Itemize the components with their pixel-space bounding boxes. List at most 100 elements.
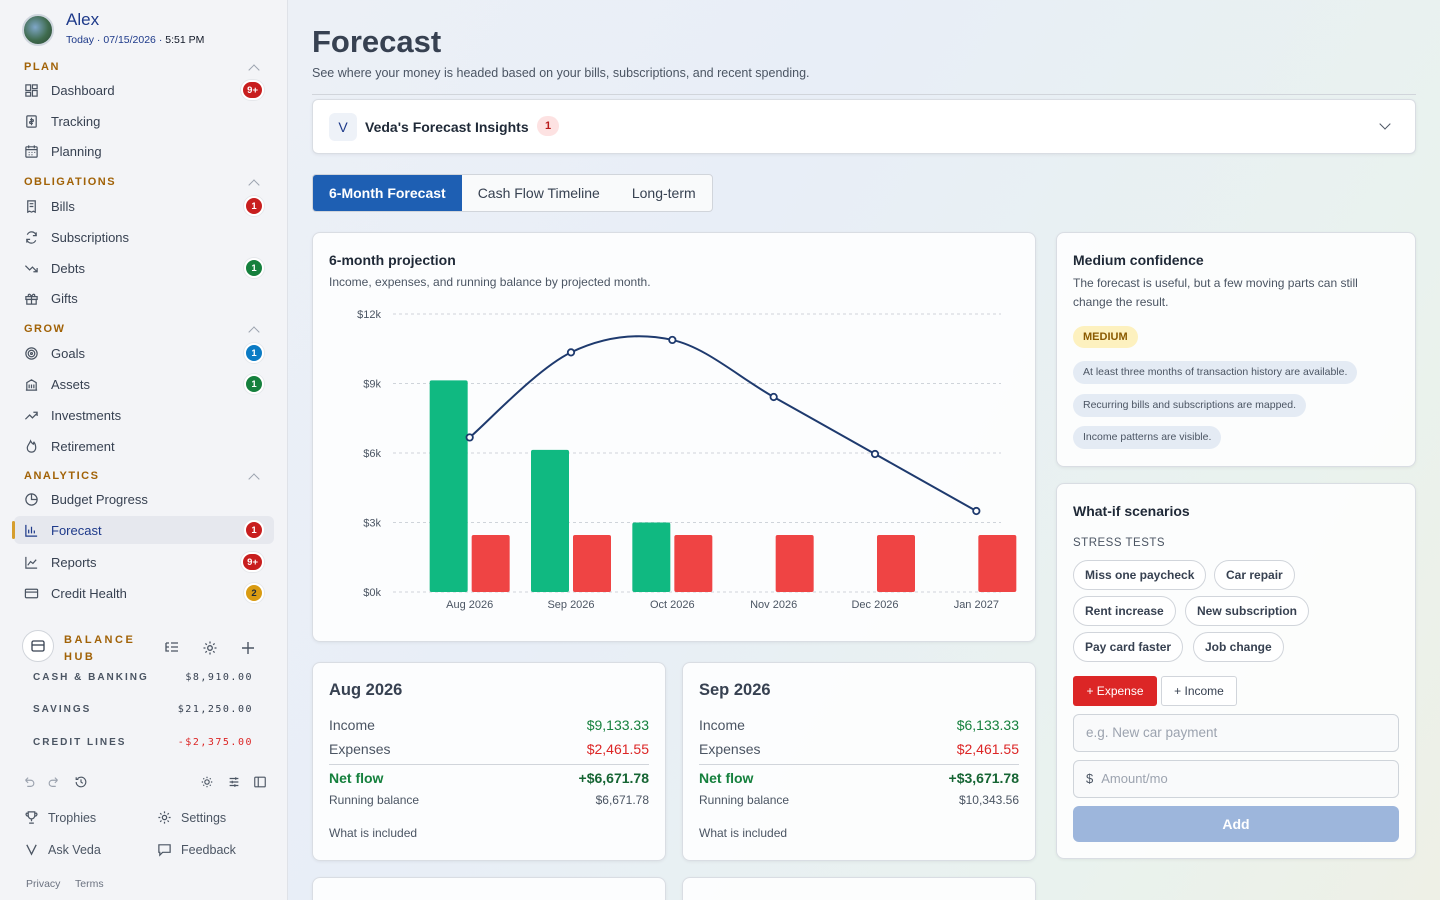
chip-rent-increase[interactable]: Rent increase xyxy=(1073,596,1176,626)
sidebar-item-gifts[interactable]: Gifts xyxy=(14,284,274,312)
page-subtitle: See where your money is headed based on … xyxy=(312,66,810,80)
x-tick-label: Jan 2027 xyxy=(954,599,999,611)
bill-icon xyxy=(24,199,39,214)
collapse-plan-icon[interactable] xyxy=(248,64,260,76)
sidebar-toggle-icon[interactable] xyxy=(253,775,267,789)
sidebar-item-goals[interactable]: Goals 1 xyxy=(14,339,274,367)
tab-long-term[interactable]: Long-term xyxy=(631,185,696,201)
sun-icon[interactable] xyxy=(200,775,214,789)
privacy-link[interactable]: Privacy xyxy=(26,878,61,890)
ask-veda-link[interactable]: Ask Veda xyxy=(24,842,101,857)
notification-badge: 9+ xyxy=(241,80,264,100)
list-tree-icon[interactable] xyxy=(164,640,180,656)
balance-row-savings[interactable]: SAVINGS $21,250.00 xyxy=(33,704,253,715)
terms-link[interactable]: Terms xyxy=(75,878,104,890)
chip-miss-one-paycheck[interactable]: Miss one paycheck xyxy=(1073,560,1207,590)
month-card-partial[interactable] xyxy=(312,877,666,900)
add-income-toggle[interactable]: + Income xyxy=(1161,676,1237,706)
undo-icon[interactable] xyxy=(22,775,36,789)
sidebar-label: Forecast xyxy=(51,522,102,538)
sidebar-label: Tracking xyxy=(51,113,101,129)
insights-panel[interactable]: V Veda's Forecast Insights 1 xyxy=(312,99,1416,154)
balance-row-credit[interactable]: CREDIT LINES -$2,375.00 xyxy=(33,737,253,748)
what-is-included-link[interactable]: What is included xyxy=(699,826,788,840)
month-card-aug-2026[interactable]: Aug 2026 Income $9,133.33 Expenses $2,461.… xyxy=(312,662,666,861)
sidebar-label: Reports xyxy=(51,554,97,570)
collapse-analytics-icon[interactable] xyxy=(248,473,260,485)
refresh-icon xyxy=(24,230,39,245)
income-bar xyxy=(429,380,468,592)
sidebar-label: Dashboard xyxy=(51,82,115,98)
net-flow-row: Net flow +$6,671.78 xyxy=(329,770,649,786)
balance-label: SAVINGS xyxy=(33,704,92,715)
notification-badge: 2 xyxy=(244,583,264,603)
settings-link[interactable]: Settings xyxy=(157,810,226,825)
month-title: Aug 2026 xyxy=(329,681,403,699)
sliders-icon[interactable] xyxy=(227,775,241,789)
profile[interactable]: Alex Today · 07/15/2026 · 5:51 PM xyxy=(22,10,204,46)
line-chart-icon xyxy=(24,555,39,570)
dashboard-icon xyxy=(24,83,39,98)
collapse-grow-icon[interactable] xyxy=(248,326,260,338)
tab-6-month-forecast[interactable]: 6-Month Forecast xyxy=(313,175,462,211)
expense-bar xyxy=(674,534,713,592)
sidebar-item-retirement[interactable]: Retirement xyxy=(14,432,274,460)
running-balance-row: Running balance $6,671.78 xyxy=(329,793,649,807)
what-if-title: What-if scenarios xyxy=(1073,503,1190,519)
balance-label: CREDIT LINES xyxy=(33,737,127,748)
chip-pay-card-faster[interactable]: Pay card faster xyxy=(1073,632,1184,662)
chip-new-subscription[interactable]: New subscription xyxy=(1185,596,1310,626)
chevron-down-icon[interactable] xyxy=(1379,118,1391,130)
sidebar-item-planning[interactable]: Planning xyxy=(14,137,274,165)
month-divider xyxy=(699,764,1019,765)
month-card-sep-2026[interactable]: Sep 2026 Income $6,133.33 Expenses $2,461.… xyxy=(682,662,1036,861)
chip-car-repair[interactable]: Car repair xyxy=(1214,560,1295,590)
history-icon[interactable] xyxy=(74,775,88,789)
what-is-included-link[interactable]: What is included xyxy=(329,826,418,840)
sidebar-item-debts[interactable]: Debts 1 xyxy=(14,254,274,282)
sidebar-item-budget-progress[interactable]: Budget Progress xyxy=(14,485,274,513)
wallet-icon[interactable] xyxy=(22,630,54,662)
sidebar-item-credit-health[interactable]: Credit Health 2 xyxy=(14,579,274,607)
y-tick-label: $6k xyxy=(363,448,381,460)
section-plan: PLAN xyxy=(24,61,60,73)
plus-icon[interactable] xyxy=(240,640,256,656)
profile-name: Alex xyxy=(66,10,100,29)
add-expense-toggle[interactable]: + Expense xyxy=(1073,676,1157,706)
trophies-link[interactable]: Trophies xyxy=(24,810,96,825)
sidebar-item-reports[interactable]: Reports 9+ xyxy=(14,548,274,576)
collapse-obligations-icon[interactable] xyxy=(248,179,260,191)
calendar-icon xyxy=(24,144,39,159)
trophies-label: Trophies xyxy=(48,810,97,825)
chip-job-change[interactable]: Job change xyxy=(1193,632,1284,662)
add-scenario-button[interactable]: Add xyxy=(1073,806,1399,842)
trend-up-icon xyxy=(24,408,39,423)
gear-icon[interactable] xyxy=(202,640,218,656)
net-flow-row: Net flow +$3,671.78 xyxy=(699,770,1019,786)
dollar-prefix: $ xyxy=(1086,771,1094,786)
what-if-card: What-if scenarios STRESS TESTS Miss one … xyxy=(1056,483,1416,859)
scenario-amount-input[interactable]: $ Amount/mo xyxy=(1073,760,1399,798)
sidebar-item-investments[interactable]: Investments xyxy=(14,401,274,429)
sidebar-item-subscriptions[interactable]: Subscriptions xyxy=(14,223,274,251)
x-tick-label: Dec 2026 xyxy=(851,599,898,611)
sidebar-item-tracking[interactable]: Tracking xyxy=(14,107,274,135)
redo-icon[interactable] xyxy=(47,775,61,789)
sidebar-label: Budget Progress xyxy=(51,491,148,507)
scenario-name-input[interactable]: e.g. New car payment xyxy=(1073,714,1399,752)
feedback-link[interactable]: Feedback xyxy=(157,842,236,857)
sidebar-label: Bills xyxy=(51,198,75,214)
tab-cash-flow-timeline[interactable]: Cash Flow Timeline xyxy=(477,185,600,201)
balance-row-cash[interactable]: CASH & BANKING $8,910.00 xyxy=(33,672,253,683)
expenses-row: Expenses $2,461.55 xyxy=(329,741,649,757)
profile-date: Today · 07/15/2026 · 5:51 PM xyxy=(66,34,205,46)
x-tick-label: Nov 2026 xyxy=(750,599,797,611)
amount-placeholder: Amount/mo xyxy=(1101,771,1168,786)
month-card-partial[interactable] xyxy=(682,877,1036,900)
sidebar-label: Planning xyxy=(51,143,102,159)
avatar[interactable] xyxy=(22,14,54,46)
sidebar-item-assets[interactable]: Assets 1 xyxy=(14,370,274,398)
sidebar-item-dashboard[interactable]: Dashboard 9+ xyxy=(14,76,274,104)
sidebar-item-forecast[interactable]: Forecast 1 xyxy=(12,516,274,544)
sidebar-item-bills[interactable]: Bills 1 xyxy=(14,192,274,220)
